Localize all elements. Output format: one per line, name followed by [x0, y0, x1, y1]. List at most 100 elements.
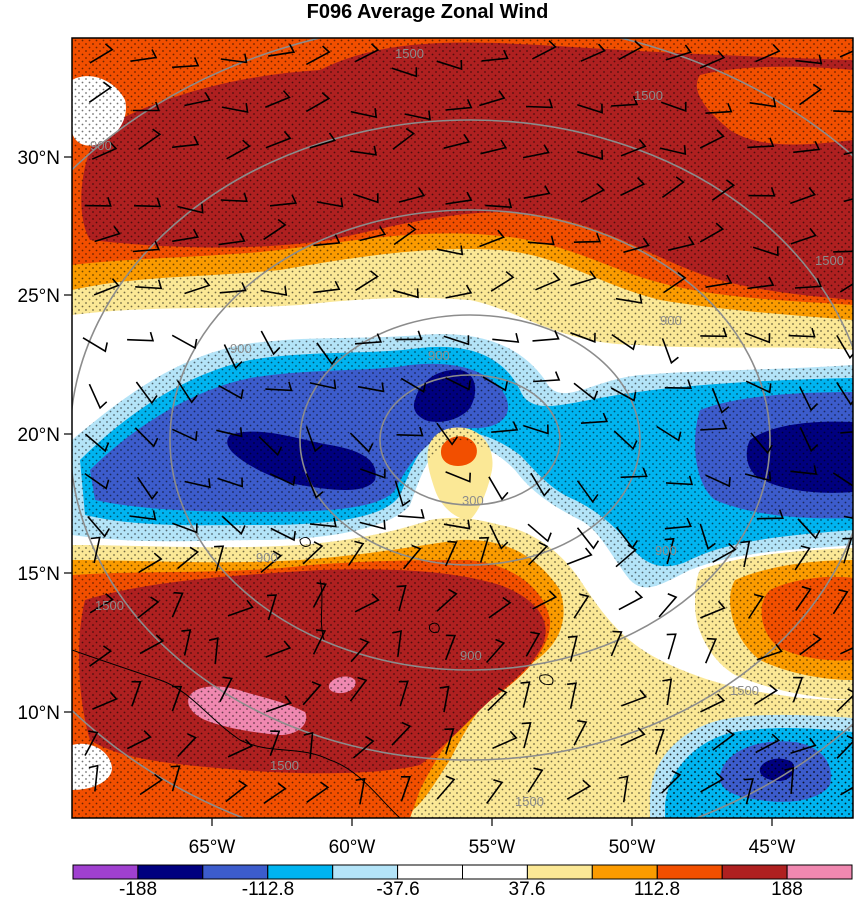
wind-barb [480, 139, 508, 155]
wind-barb [744, 332, 771, 344]
wind-barb [743, 778, 754, 805]
wind-barb [269, 194, 298, 207]
wind-barb [744, 471, 772, 482]
wind-barb [89, 43, 114, 64]
wind-barb [577, 149, 604, 160]
wind-barb [532, 590, 558, 610]
wind-barb [221, 515, 246, 536]
contour-label: 900 [460, 648, 482, 663]
colorbar-swatch [267, 864, 334, 880]
wind-barb [352, 735, 375, 759]
contour-fill-orange-eddy-core [440, 436, 477, 466]
wind-barb [126, 730, 152, 750]
wind-barb [577, 103, 603, 114]
wind-barb [840, 647, 853, 655]
wind-barb [523, 185, 551, 199]
wind-barb [567, 682, 578, 709]
wind-barb [799, 426, 819, 453]
wind-barb [443, 335, 470, 346]
wind-barb [354, 43, 380, 63]
wind-barb [221, 102, 249, 113]
wind-barb [535, 272, 561, 291]
wind-barb [444, 634, 457, 661]
wind-barb [621, 689, 648, 707]
stipple-north [72, 38, 853, 350]
wind-barb [392, 288, 419, 299]
wind-barb [664, 517, 692, 530]
wind-barb [566, 779, 592, 800]
wind-barb [217, 477, 244, 488]
wind-barb [705, 474, 731, 488]
wind-barb [754, 684, 778, 706]
colorbar-swatch [462, 864, 528, 880]
wind-barb [218, 384, 244, 400]
wind-barb [843, 151, 853, 156]
wind-barb [488, 476, 509, 501]
wind-barb [573, 593, 590, 619]
lon-tick-label: 45°W [749, 837, 796, 858]
wind-barb [309, 132, 336, 149]
wind-barb [659, 145, 687, 156]
wind-barb [172, 57, 200, 69]
wind-barb [302, 681, 322, 706]
wind-barb [486, 638, 506, 664]
wind-barb [665, 475, 694, 486]
wind-barb [260, 550, 283, 574]
wind-barb [400, 776, 412, 802]
colorbar-swatch [786, 864, 853, 880]
wind-barb [89, 592, 114, 614]
wind-barb [660, 770, 682, 794]
wind-barb [181, 629, 192, 656]
wind-barb [223, 344, 243, 370]
wind-barb [705, 102, 733, 114]
wind-barb [349, 432, 374, 453]
wind-barb [398, 187, 426, 203]
wind-barb [359, 519, 386, 530]
wind-barb [355, 777, 366, 805]
wind-barb [748, 186, 776, 197]
wind-barb [354, 593, 380, 613]
wind-barb [396, 585, 407, 612]
map-frame [71, 37, 854, 819]
wind-barb [610, 387, 637, 402]
wind-barb [794, 545, 811, 571]
wind-barb [260, 330, 281, 356]
wind-barb [521, 722, 532, 749]
wind-barb [260, 285, 288, 296]
wind-barb [573, 719, 588, 746]
wind-barb [219, 282, 247, 294]
wind-barb [84, 433, 110, 453]
wind-barb [700, 693, 726, 713]
contour-label: 900 [428, 348, 450, 363]
wind-barb [400, 377, 427, 393]
wind-barb [839, 50, 853, 58]
wind-barb [570, 331, 596, 343]
wind-barb [436, 245, 464, 256]
lat-tick-label: 30°N [18, 148, 60, 169]
wind-barb [745, 380, 772, 394]
wind-barb [798, 386, 819, 412]
wind-barb [88, 81, 113, 103]
wind-barb [263, 782, 287, 804]
wind-barb [704, 637, 717, 664]
wind-barb [580, 43, 606, 62]
wind-barb [479, 536, 490, 563]
wind-barb [391, 67, 418, 78]
wind-barb [393, 223, 417, 246]
wind-barb [566, 547, 593, 565]
wind-barb [836, 735, 853, 759]
wind-barb [266, 594, 278, 621]
wind-barb [576, 480, 599, 504]
wind-barb [391, 721, 412, 746]
wind-barb [520, 681, 531, 708]
wind-barb [312, 629, 327, 655]
wind-barb [832, 472, 853, 487]
wind-barb [711, 387, 730, 414]
wind-barb [350, 145, 377, 156]
wind-barb [258, 436, 283, 457]
lon-tick-label: 60°W [329, 837, 376, 858]
colorbar-label: -112.8 [242, 879, 294, 900]
wind-barb [171, 428, 198, 442]
wind-barb [445, 377, 471, 391]
wind-barb [700, 772, 725, 793]
